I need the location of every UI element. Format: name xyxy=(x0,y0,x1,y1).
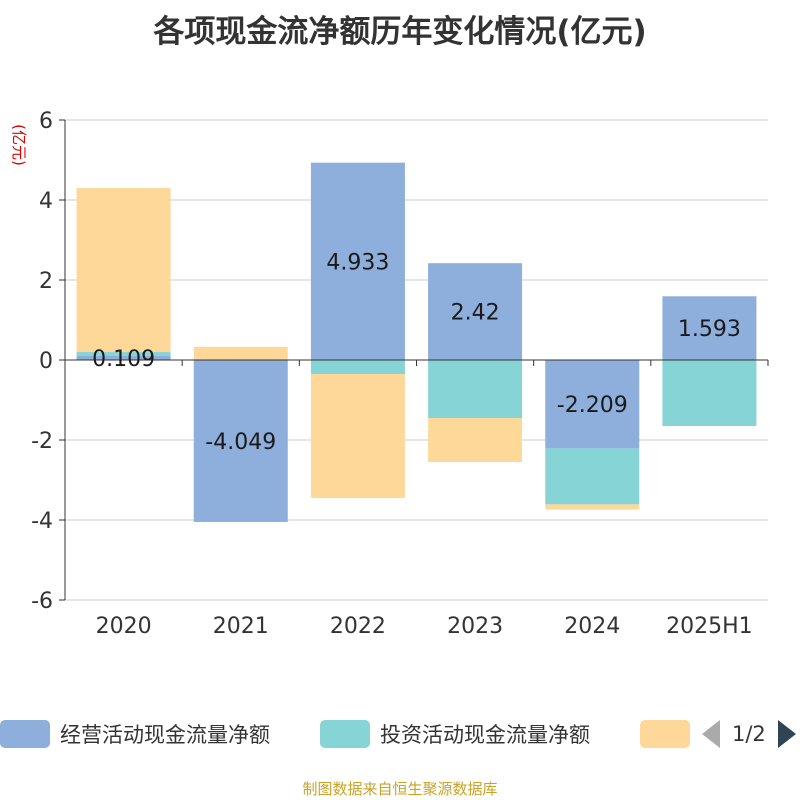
bar-series2-2024[interactable] xyxy=(545,504,640,510)
y-tick-label: 4 xyxy=(39,189,53,214)
legend-label-investing: 投资活动现金流量净额 xyxy=(380,723,590,747)
legend-page-indicator: 1/2 xyxy=(732,722,766,746)
legend: 经营活动现金流量净额 投资活动现金流量净额 1/2 xyxy=(0,714,800,754)
bar-series0-2023[interactable] xyxy=(428,263,523,360)
y-tick-label: -6 xyxy=(31,589,53,614)
legend-item-financing[interactable] xyxy=(640,714,690,754)
x-tick-label: 2023 xyxy=(447,614,503,639)
bar-series2-2020[interactable] xyxy=(76,188,171,353)
legend-item-operating[interactable]: 经营活动现金流量净额 xyxy=(0,714,270,754)
y-tick-label: 6 xyxy=(39,109,53,134)
chart-title: 各项现金流净额历年变化情况(亿元) xyxy=(153,14,647,50)
y-tick-label: 2 xyxy=(39,269,53,294)
bar-series1-2025H1[interactable] xyxy=(662,360,757,426)
legend-swatch-investing xyxy=(320,720,370,748)
x-tick-label: 2025H1 xyxy=(666,614,753,639)
x-tick-label: 2022 xyxy=(330,614,386,639)
bar-series2-2023[interactable] xyxy=(428,418,523,462)
data-label: 1.593 xyxy=(678,317,741,342)
legend-label-operating: 经营活动现金流量净额 xyxy=(60,723,270,747)
bar-series0-2024[interactable] xyxy=(545,360,640,449)
data-label: 0.109 xyxy=(92,347,155,372)
data-label: 2.42 xyxy=(451,301,500,326)
legend-pager: 1/2 xyxy=(702,714,796,754)
bar-series2-2021[interactable] xyxy=(193,346,288,360)
legend-prev-page-icon[interactable] xyxy=(702,720,720,748)
bar-series0-2025H1[interactable] xyxy=(662,296,757,360)
chart-area: -6 -4 -2 0 2 4 6 (亿元) 2020 2021 2022 2023 2024 2025H1… xyxy=(10,109,769,639)
bar-series0-2020[interactable] xyxy=(76,355,171,360)
y-tick-label: -4 xyxy=(31,509,53,534)
bar-series1-2020[interactable] xyxy=(76,352,171,356)
data-label: 4.933 xyxy=(326,250,389,275)
y-tick-label: 0 xyxy=(39,349,53,374)
source-note: 制图数据来自恒生聚源数据库 xyxy=(302,780,498,798)
x-tick-label: 2021 xyxy=(213,614,269,639)
bar-series1-2024[interactable] xyxy=(545,448,640,505)
data-label: -2.209 xyxy=(557,393,628,418)
legend-next-page-icon[interactable] xyxy=(777,720,796,748)
bar-series1-2023[interactable] xyxy=(428,360,523,418)
bar-series1-2022[interactable] xyxy=(310,360,405,374)
legend-swatch-financing xyxy=(640,720,690,748)
x-tick-label: 2020 xyxy=(96,614,152,639)
bar-series0-2021[interactable] xyxy=(193,360,288,522)
data-label: -4.049 xyxy=(205,430,276,455)
bar-series0-2022[interactable] xyxy=(310,162,405,360)
legend-swatch-operating xyxy=(0,720,50,748)
bar-series2-2022[interactable] xyxy=(310,374,405,498)
y-axis-label: (亿元) xyxy=(10,124,28,166)
x-tick-label: 2024 xyxy=(564,614,620,639)
legend-item-investing[interactable]: 投资活动现金流量净额 xyxy=(320,714,590,754)
y-tick-label: -2 xyxy=(31,429,53,454)
